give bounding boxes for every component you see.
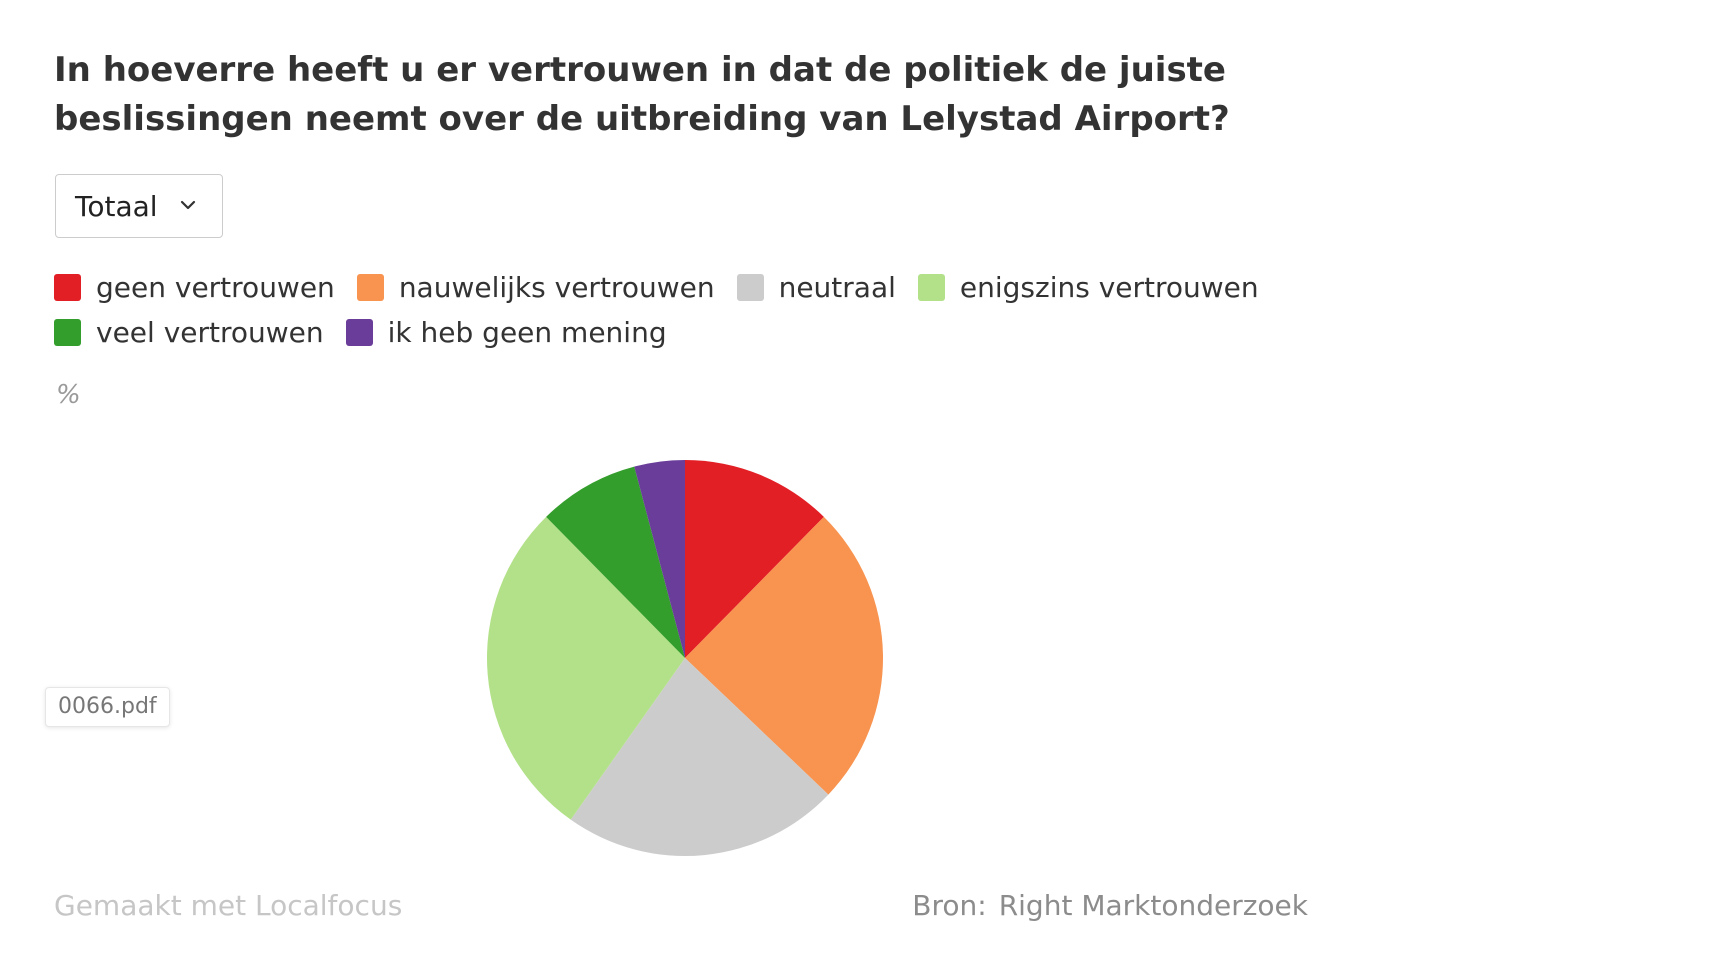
legend-label: enigszins vertrouwen (959, 270, 1259, 304)
legend-swatch (917, 273, 945, 301)
pie-slice[interactable] (486, 516, 685, 820)
pie-slice[interactable] (685, 516, 884, 795)
legend-swatch (345, 318, 373, 346)
source-label: Bron: (912, 889, 987, 922)
pie-slice[interactable] (634, 460, 685, 658)
legend-item[interactable]: geen vertrouwen (54, 270, 335, 304)
source-credit: Bron: Right Marktonderzoek (912, 889, 1308, 922)
pie-slice[interactable] (570, 658, 829, 857)
legend-label: veel vertrouwen (96, 315, 324, 349)
legend-swatch (736, 273, 764, 301)
pie-slice[interactable] (546, 466, 685, 658)
dropdown-selected-value: Totaal (75, 189, 158, 223)
source-value: Right Marktonderzoek (998, 889, 1308, 922)
legend-swatch (356, 273, 384, 301)
unit-label: % (56, 380, 81, 410)
legend-item[interactable]: neutraal (736, 270, 896, 304)
legend-label: neutraal (778, 270, 896, 304)
legend-label: geen vertrouwen (96, 270, 335, 304)
group-filter-dropdown[interactable]: Totaal (55, 174, 223, 238)
legend-item[interactable]: enigszins vertrouwen (917, 270, 1259, 304)
page-title: In hoeverre heeft u er vertrouwen in dat… (54, 50, 1230, 139)
legend-label: ik heb geen mening (387, 315, 667, 349)
chevron-down-icon (180, 200, 196, 210)
legend-item[interactable]: nauwelijks vertrouwen (356, 270, 715, 304)
legend-swatch (54, 273, 81, 301)
legend-item[interactable]: ik heb geen mening (345, 315, 667, 349)
chart-legend: geen vertrouwen nauwelijks vertrouwen neut… (54, 270, 1304, 349)
file-tag[interactable]: 0066.pdf (45, 687, 170, 727)
legend-item[interactable]: veel vertrouwen (54, 315, 324, 349)
pie-slice[interactable] (685, 460, 824, 658)
legend-label: nauwelijks vertrouwen (398, 270, 715, 304)
legend-swatch (54, 318, 81, 346)
made-with-credit[interactable]: Gemaakt met Localfocus (54, 889, 403, 922)
